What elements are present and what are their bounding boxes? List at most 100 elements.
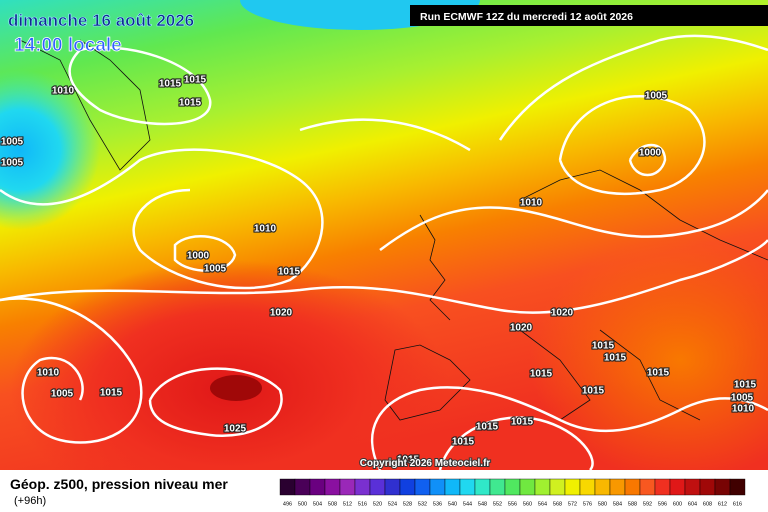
date-title: dimanche 16 août 2026 bbox=[8, 11, 194, 30]
scale-swatch bbox=[504, 478, 521, 496]
scale-label: 612 bbox=[718, 501, 727, 507]
legend-title: Géop. z500, pression niveau mer bbox=[10, 476, 228, 492]
copyright: Copyright 2026 Meteociel.fr bbox=[360, 458, 491, 469]
isobar-label: 1020 bbox=[551, 308, 574, 319]
scale-label: 536 bbox=[433, 501, 442, 507]
isobar-label: 1015 bbox=[179, 98, 202, 109]
lead-time: (+96h) bbox=[14, 495, 46, 507]
isobar-label: 1015 bbox=[397, 455, 420, 466]
scale-swatch bbox=[414, 478, 431, 496]
scale-label: 576 bbox=[583, 501, 592, 507]
scale-label: 604 bbox=[688, 501, 697, 507]
isobar-label: 1015 bbox=[511, 417, 534, 428]
scale-label: 540 bbox=[448, 501, 457, 507]
scale-label: 592 bbox=[643, 501, 652, 507]
isobar-label: 1015 bbox=[476, 422, 499, 433]
scale-swatch bbox=[519, 478, 536, 496]
scale-label: 616 bbox=[733, 501, 742, 507]
scale-swatch bbox=[549, 478, 566, 496]
isobar-label: 1015 bbox=[184, 75, 207, 86]
isobar-label: 1015 bbox=[100, 388, 123, 399]
isobars bbox=[0, 34, 768, 471]
scale-label: 524 bbox=[388, 501, 397, 507]
scale-swatch bbox=[564, 478, 581, 496]
scale-label: 556 bbox=[508, 501, 517, 507]
scale-swatch bbox=[729, 478, 746, 496]
scale-swatch bbox=[444, 478, 461, 496]
isobar-label: 1010 bbox=[520, 198, 543, 209]
scale-swatch bbox=[714, 478, 731, 496]
scale-swatch bbox=[369, 478, 386, 496]
scale-label: 520 bbox=[373, 501, 382, 507]
scale-label: 552 bbox=[493, 501, 502, 507]
scale-label: 572 bbox=[568, 501, 577, 507]
isobar-label: 1010 bbox=[37, 368, 60, 379]
scale-swatch bbox=[624, 478, 641, 496]
scale-swatch bbox=[294, 478, 311, 496]
scale-label: 516 bbox=[358, 501, 367, 507]
scale-label: 560 bbox=[523, 501, 532, 507]
isobar-label: 1000 bbox=[639, 148, 662, 159]
scale-label: 600 bbox=[673, 501, 682, 507]
scale-swatch bbox=[684, 478, 701, 496]
scale-label: 608 bbox=[703, 501, 712, 507]
isobar-label: 1010 bbox=[732, 404, 755, 415]
coastlines bbox=[19, 39, 768, 421]
isobar-label: 1015 bbox=[592, 341, 615, 352]
scale-swatch bbox=[639, 478, 656, 496]
scale-label: 500 bbox=[298, 501, 307, 507]
isobar-label: 1005 bbox=[51, 389, 74, 400]
scale-swatch bbox=[579, 478, 596, 496]
scale-swatch bbox=[474, 478, 491, 496]
isobar-label: 1005 bbox=[731, 393, 754, 404]
scale-swatch bbox=[489, 478, 506, 496]
scale-label: 588 bbox=[628, 501, 637, 507]
isobar-label: 1015 bbox=[582, 386, 605, 397]
scale-swatch bbox=[654, 478, 671, 496]
scale-label: 564 bbox=[538, 501, 547, 507]
isobar-label: 1015 bbox=[734, 380, 757, 391]
time-title: 14:00 locale bbox=[14, 35, 122, 56]
isobar-labels: 1015 1015 1010 1015 1005 1005 1005 1000 … bbox=[0, 74, 758, 467]
isobar-label: 1010 bbox=[52, 86, 75, 97]
scale-swatch bbox=[279, 478, 296, 496]
scale-swatch bbox=[399, 478, 416, 496]
isobar-label: 1005 bbox=[1, 158, 24, 169]
isobar-label: 1015 bbox=[159, 79, 182, 90]
scale-label: 548 bbox=[478, 501, 487, 507]
isobar-label: 1005 bbox=[204, 264, 227, 275]
scale-label: 512 bbox=[343, 501, 352, 507]
scale-label: 596 bbox=[658, 501, 667, 507]
scale-swatch bbox=[459, 478, 476, 496]
isobar-label: 1000 bbox=[187, 251, 210, 262]
isobar-label: 1015 bbox=[452, 437, 475, 448]
isobar-label: 1015 bbox=[278, 267, 301, 278]
scale-label: 496 bbox=[283, 501, 292, 507]
scale-swatch bbox=[309, 478, 326, 496]
isobar-label: 1015 bbox=[647, 368, 670, 379]
scale-label: 584 bbox=[613, 501, 622, 507]
scale-swatch bbox=[324, 478, 341, 496]
scale-label: 508 bbox=[328, 501, 337, 507]
isobar-label: 1010 bbox=[254, 224, 277, 235]
run-info: Run ECMWF 12Z du mercredi 12 août 2026 bbox=[420, 11, 633, 23]
scale-swatch bbox=[339, 478, 356, 496]
isobar-label: 1020 bbox=[510, 323, 533, 334]
scale-swatch bbox=[354, 478, 371, 496]
isobar-label: 1005 bbox=[645, 91, 668, 102]
scale-swatch bbox=[594, 478, 611, 496]
isobar-label: 1015 bbox=[604, 353, 627, 364]
scale-swatch bbox=[429, 478, 446, 496]
run-box bbox=[410, 5, 768, 26]
color-scale: 496 500 504 508 512 516 520 524 528 532 536 540 544 5… bbox=[279, 478, 746, 507]
isobar-label: 1025 bbox=[224, 424, 247, 435]
isobar-label: 1020 bbox=[270, 308, 293, 319]
scale-swatch bbox=[384, 478, 401, 496]
scale-label: 568 bbox=[553, 501, 562, 507]
scale-label: 544 bbox=[463, 501, 472, 507]
scale-label: 532 bbox=[418, 501, 427, 507]
isobar-label: 1005 bbox=[1, 137, 24, 148]
scale-label: 528 bbox=[403, 501, 412, 507]
